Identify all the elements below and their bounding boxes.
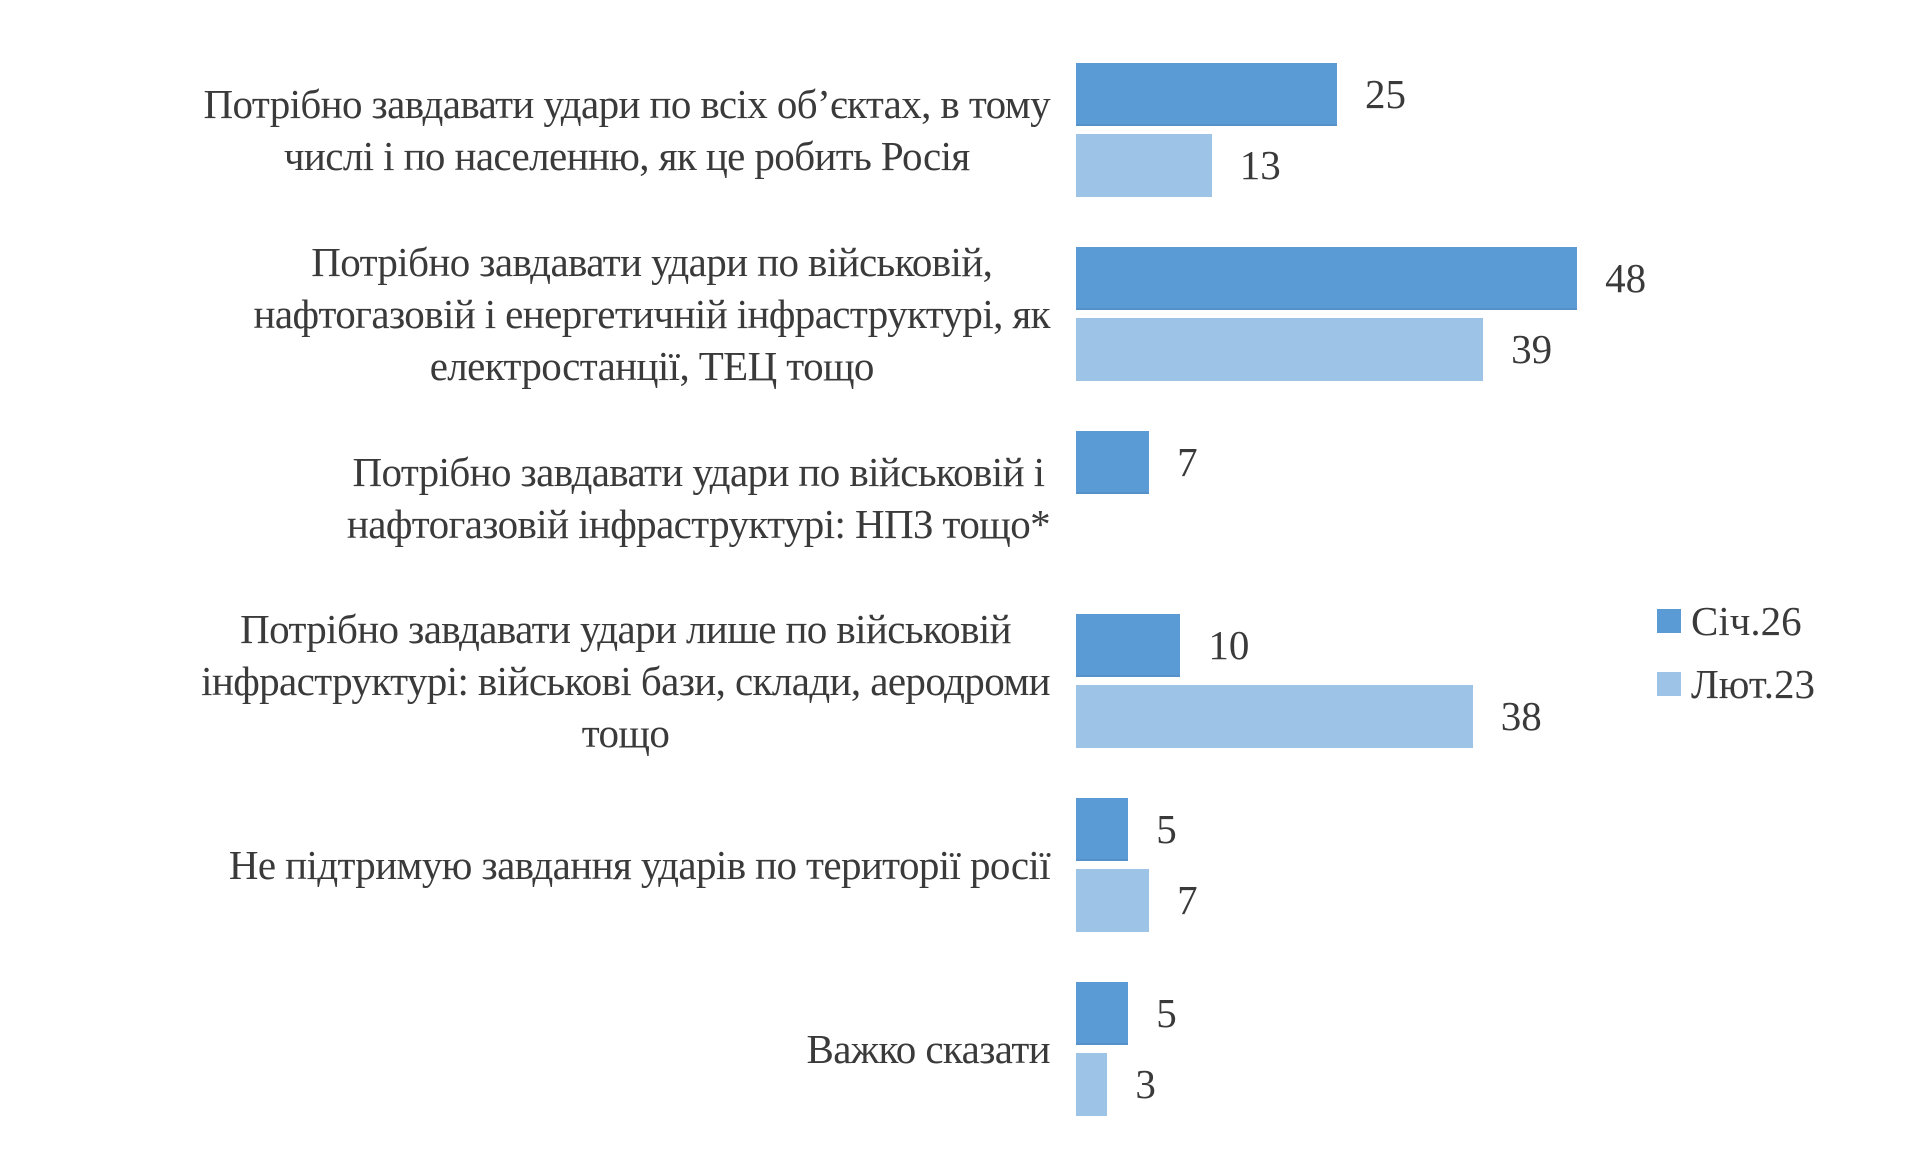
data-label: 5 xyxy=(1156,806,1177,853)
category-label-line: Не підтримую завдання ударів по територі… xyxy=(228,842,1051,889)
category-label-text: Потрібно завдавати удари лише по військо… xyxy=(201,603,1051,759)
data-label: 10 xyxy=(1208,622,1250,669)
category-label-line: Потрібно завдавати удари по військовій і xyxy=(352,448,1045,495)
category-label-line: тощо xyxy=(581,710,670,757)
data-label: 5 xyxy=(1156,990,1177,1036)
legend-swatch-icon xyxy=(1657,609,1681,633)
data-label: 48 xyxy=(1605,254,1647,301)
legend-label: Січ.26 xyxy=(1691,598,1802,644)
category-label-text: Потрібно завдавати удари по всіх об’єкта… xyxy=(203,78,1051,182)
category-label: Важко сказати xyxy=(20,982,1050,1116)
bar-sich26 xyxy=(1076,246,1578,310)
category-label-text: Потрібно завдавати удари по військовій, н… xyxy=(253,236,1051,392)
bar-sich26 xyxy=(1076,982,1129,1045)
category-label: Потрібно завдавати удари по військовій і… xyxy=(20,431,1051,565)
bar-lyut23 xyxy=(1076,317,1484,381)
data-label: 39 xyxy=(1511,325,1553,372)
bar-sich26 xyxy=(1076,430,1150,494)
category-label-line: Потрібно завдавати удари лише по військо… xyxy=(240,606,1011,653)
category-label: Потрібно завдавати удари лише по військо… xyxy=(20,606,1051,756)
legend-label: Лют.23 xyxy=(1691,661,1815,707)
category-label-line: Важко сказати xyxy=(806,1026,1050,1072)
category-label-line: нафтогазовій і енергетичній інфраструкту… xyxy=(253,290,1051,337)
bar-lyut23 xyxy=(1076,1053,1108,1116)
category-label-line: нафтогазовій інфраструктурі: НПЗ тощо* xyxy=(346,500,1051,547)
legend-swatch-icon xyxy=(1657,672,1681,696)
bar-sich26 xyxy=(1076,798,1129,862)
bar-sich26 xyxy=(1076,614,1181,678)
category-label-text: Не підтримую завдання ударів по територі… xyxy=(228,839,1051,891)
data-label: 7 xyxy=(1177,877,1198,924)
category-label-line: числі і по населенню, як це робить Росія xyxy=(283,133,970,179)
bar-sich26 xyxy=(1076,63,1337,126)
category-label: Потрібно завдавати удари по військовій, н… xyxy=(20,239,1051,389)
data-label: 7 xyxy=(1177,438,1198,485)
bar-lyut23 xyxy=(1076,134,1212,197)
category-label-line: інфраструктурі: військові бази, склади, … xyxy=(201,658,1051,705)
legend-item: Січ.26 xyxy=(1657,598,1802,644)
category-label: Не підтримую завдання ударів по територі… xyxy=(20,798,1051,932)
category-label-line: Потрібно завдавати удари по військовій, xyxy=(311,238,993,285)
data-label: 3 xyxy=(1135,1061,1156,1107)
category-label-text: Потрібно завдавати удари по військовій і… xyxy=(346,446,1051,550)
category-label: Потрібно завдавати удари по всіх об’єкта… xyxy=(20,63,1051,197)
bar-lyut23 xyxy=(1076,685,1473,749)
category-label-line: Потрібно завдавати удари по всіх об’єкта… xyxy=(203,81,1051,127)
legend-item: Лют.23 xyxy=(1657,661,1815,707)
category-label-text: Важко сказати xyxy=(806,1023,1050,1075)
data-label: 25 xyxy=(1365,71,1406,117)
data-label: 13 xyxy=(1239,142,1281,188)
category-label-line: електростанції, ТЕЦ тощо xyxy=(429,342,875,389)
data-label: 38 xyxy=(1500,693,1542,740)
bar-lyut23 xyxy=(1076,869,1150,933)
